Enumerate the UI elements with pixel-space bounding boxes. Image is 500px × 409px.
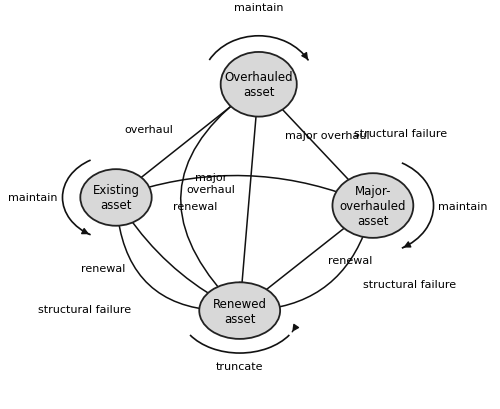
Text: structural failure: structural failure xyxy=(364,280,456,290)
Ellipse shape xyxy=(80,170,152,226)
Ellipse shape xyxy=(200,283,280,339)
Text: renewal: renewal xyxy=(328,256,372,265)
Text: Major-
overhauled
asset: Major- overhauled asset xyxy=(340,184,406,227)
Text: major
overhaul: major overhaul xyxy=(186,173,236,195)
Text: Existing
asset: Existing asset xyxy=(92,184,140,212)
Ellipse shape xyxy=(332,174,413,238)
Text: structural failure: structural failure xyxy=(354,128,446,138)
Text: maintain: maintain xyxy=(8,193,58,203)
Text: overhaul: overhaul xyxy=(125,124,174,135)
Text: renewal: renewal xyxy=(81,263,126,274)
Ellipse shape xyxy=(220,53,297,117)
Text: truncate: truncate xyxy=(216,361,264,371)
Text: maintain: maintain xyxy=(438,201,488,211)
Text: major overhaul: major overhaul xyxy=(286,130,370,140)
Text: maintain: maintain xyxy=(234,3,283,13)
Text: Renewed
asset: Renewed asset xyxy=(212,297,266,325)
Text: Overhauled
asset: Overhauled asset xyxy=(224,71,293,99)
Text: renewal: renewal xyxy=(173,201,218,211)
Text: structural failure: structural failure xyxy=(38,304,130,314)
